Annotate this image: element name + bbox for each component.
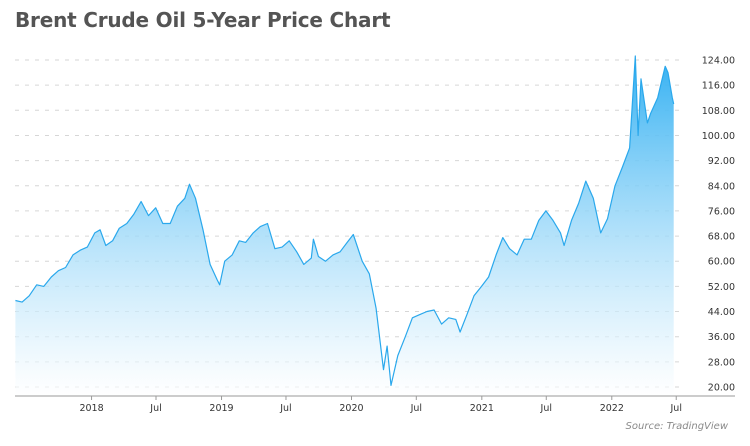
y-axis: 124.00 116.00 108.00 100.00 92.00 84.00 76.00 6… — [702, 56, 735, 394]
y-tick-label: 60.00 — [708, 257, 735, 268]
y-tick-label: 108.00 — [702, 106, 735, 117]
x-tick-label: Jul — [410, 403, 422, 414]
x-tick-label: Jul — [540, 403, 552, 414]
y-tick-label: 84.00 — [708, 181, 735, 192]
y-tick-label: 44.00 — [708, 307, 735, 318]
y-tick-label: 100.00 — [702, 131, 735, 142]
y-tick-label: 76.00 — [708, 206, 735, 217]
y-tick-label: 68.00 — [708, 232, 735, 243]
y-tick-label: 92.00 — [708, 156, 735, 167]
y-tick-label: 36.00 — [708, 332, 735, 343]
x-tick-label: 2022 — [600, 403, 624, 414]
y-tick-label: 28.00 — [708, 357, 735, 368]
page-title: Brent Crude Oil 5-Year Price Chart — [15, 8, 391, 32]
source-credit: Source: TradingView — [625, 421, 728, 432]
x-tick-label: Jul — [149, 403, 161, 414]
y-tick-label: 20.00 — [708, 383, 735, 394]
series-fill — [15, 56, 674, 396]
y-tick-label: 116.00 — [702, 81, 735, 92]
y-tick-label: 124.00 — [702, 56, 735, 67]
x-tick-label: Jul — [670, 403, 682, 414]
y-tick-label: 52.00 — [708, 282, 735, 293]
x-tick-label: 2018 — [79, 403, 103, 414]
x-tick-label: 2019 — [209, 403, 233, 414]
x-axis: 2018 Jul 2019 Jul 2020 Jul 2021 Jul 2022 Jul — [79, 396, 682, 414]
x-tick-label: 2020 — [339, 403, 363, 414]
series-area — [15, 55, 675, 396]
series-line — [15, 55, 675, 386]
x-tick-label: 2021 — [470, 403, 494, 414]
x-tick-label: Jul — [279, 403, 291, 414]
